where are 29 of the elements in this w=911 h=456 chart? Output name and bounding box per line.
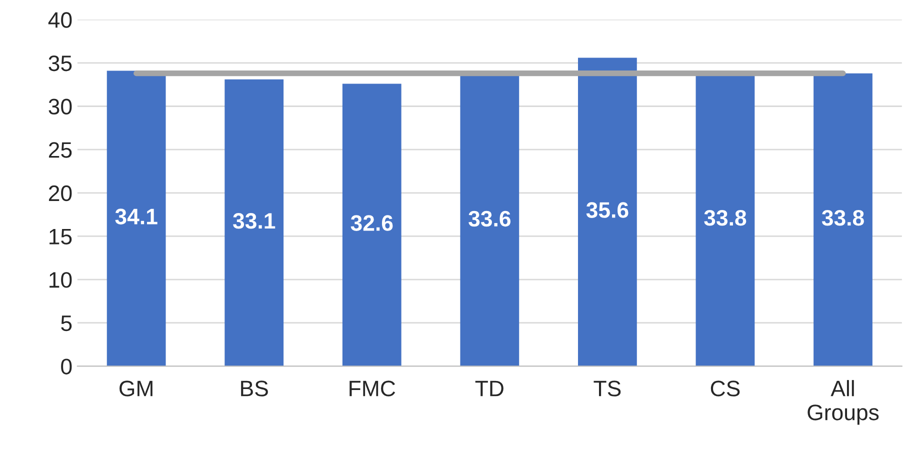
x-tick-label: FMC <box>350 380 396 396</box>
y-tick-label: 25 <box>48 142 72 158</box>
data-label: 33.8 <box>822 210 864 226</box>
data-label: 33.6 <box>468 210 510 227</box>
bar <box>224 79 284 366</box>
x-tick-label: All Groups <box>808 380 879 425</box>
x-tick-label: BS <box>241 380 268 396</box>
bar <box>342 84 402 366</box>
bar <box>460 75 520 366</box>
data-label: 34.1 <box>115 208 158 224</box>
y-tick-label: 15 <box>50 228 72 244</box>
data-label: 32.6 <box>350 215 393 231</box>
bar <box>106 70 166 366</box>
y-tick-label: 0 <box>61 358 72 374</box>
y-tick-label: 5 <box>61 316 72 332</box>
bar <box>578 58 637 366</box>
data-label: 33.8 <box>704 210 746 226</box>
y-tick-label: 20 <box>48 185 72 202</box>
data-label: 35.6 <box>586 202 628 218</box>
x-tick-label: GM <box>120 380 152 396</box>
x-tick-label: TS <box>594 380 621 396</box>
data-label: 33.1 <box>232 213 276 229</box>
y-tick-label: 30 <box>48 98 72 115</box>
y-tick-label: 35 <box>48 55 72 72</box>
x-tick-label: TD <box>475 380 504 396</box>
x-tick-label: CS <box>710 380 740 396</box>
bar <box>814 73 872 366</box>
y-tick-label: 40 <box>48 12 72 28</box>
y-tick-label: 10 <box>50 272 72 288</box>
